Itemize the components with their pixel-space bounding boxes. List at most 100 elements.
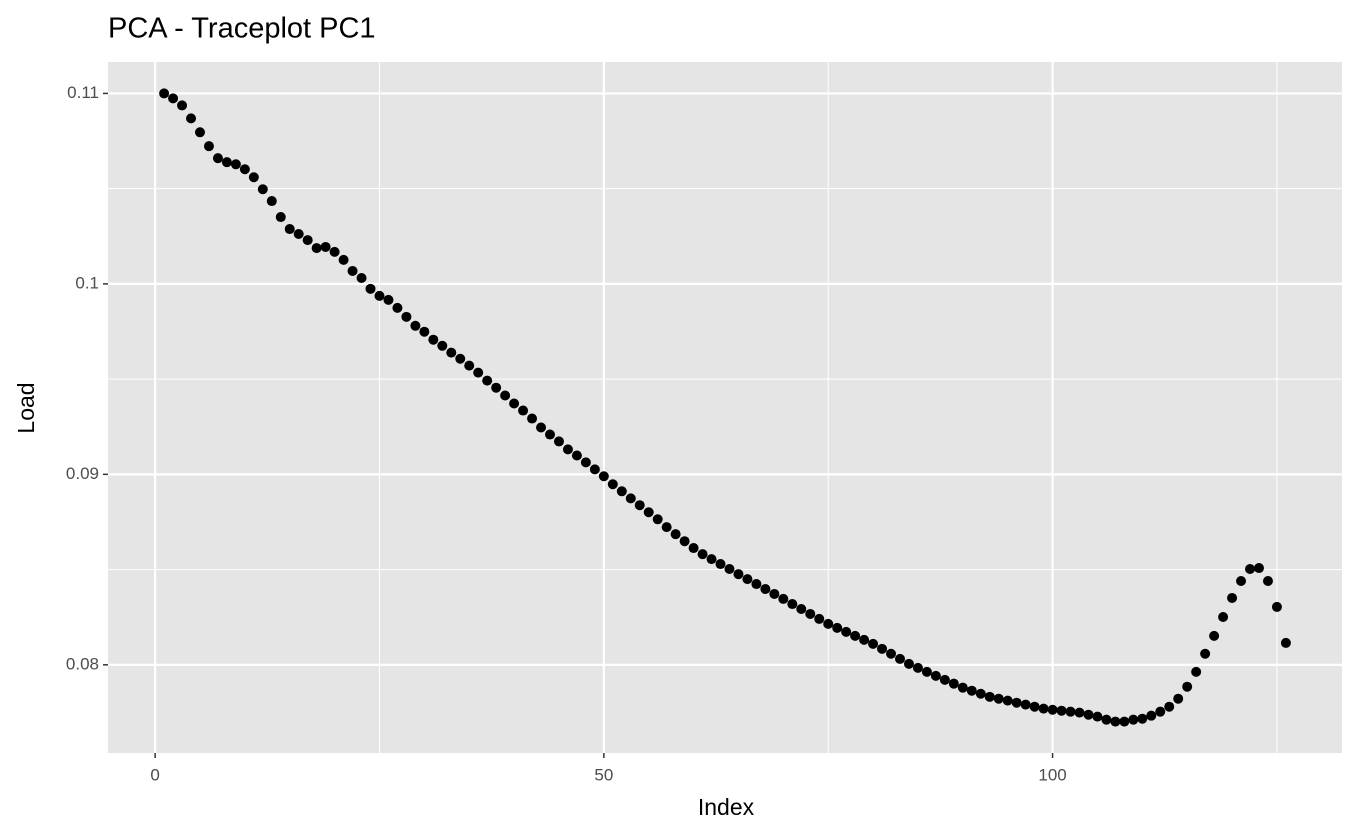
- data-point: [679, 536, 690, 547]
- data-point: [194, 127, 205, 138]
- data-point: [1146, 710, 1157, 721]
- data-point: [1227, 592, 1238, 603]
- data-point: [293, 228, 304, 239]
- data-point: [625, 493, 636, 504]
- data-point: [500, 390, 511, 401]
- data-point: [1209, 630, 1220, 641]
- data-point: [706, 554, 717, 565]
- data-point: [284, 224, 295, 235]
- data-point: [580, 457, 591, 468]
- data-point: [1173, 693, 1184, 704]
- data-point: [464, 360, 475, 371]
- data-point: [859, 634, 870, 645]
- y-tick-label: 0.08: [66, 654, 99, 673]
- x-tick-label: 50: [594, 765, 613, 784]
- data-point: [239, 164, 250, 175]
- x-tick-label: 100: [1038, 765, 1066, 784]
- data-point: [1083, 709, 1094, 720]
- data-point: [1218, 612, 1229, 623]
- data-point: [769, 588, 780, 599]
- data-point: [320, 241, 331, 252]
- data-point: [760, 584, 771, 595]
- data-point: [1056, 705, 1067, 716]
- data-point: [1011, 697, 1022, 708]
- data-point: [491, 382, 502, 393]
- data-point: [455, 353, 466, 364]
- data-point: [1119, 716, 1130, 727]
- data-point: [365, 283, 376, 294]
- data-point: [1236, 576, 1247, 587]
- data-point: [1101, 714, 1112, 725]
- data-point: [329, 246, 340, 257]
- data-point: [957, 682, 968, 693]
- data-point: [607, 479, 618, 490]
- data-point: [203, 141, 214, 152]
- data-point: [266, 196, 277, 207]
- data-point: [347, 265, 358, 276]
- data-point: [939, 674, 950, 685]
- data-point: [1074, 707, 1085, 718]
- data-point: [912, 662, 923, 673]
- data-point: [482, 375, 493, 386]
- data-point: [1029, 701, 1040, 712]
- data-point: [230, 159, 241, 170]
- data-point: [1262, 576, 1273, 587]
- plot-panel: [108, 62, 1342, 753]
- data-point: [598, 471, 609, 482]
- data-point: [841, 626, 852, 637]
- data-point: [1128, 714, 1139, 725]
- data-point: [697, 549, 708, 560]
- data-point: [751, 579, 762, 590]
- data-point: [1047, 704, 1058, 715]
- data-point: [993, 693, 1004, 704]
- data-point: [661, 522, 672, 533]
- data-point: [903, 658, 914, 669]
- data-point: [868, 638, 879, 649]
- chart-title: PCA - Traceplot PC1: [108, 13, 376, 45]
- y-tick-label: 0.09: [66, 464, 99, 483]
- data-point: [518, 405, 529, 416]
- data-point: [724, 564, 735, 575]
- data-point: [410, 320, 421, 331]
- data-point: [814, 613, 825, 624]
- data-point: [1271, 601, 1282, 612]
- data-point: [733, 569, 744, 580]
- data-point: [392, 302, 403, 313]
- data-point: [383, 294, 394, 305]
- data-point: [1092, 711, 1103, 722]
- data-point: [1164, 701, 1175, 712]
- data-point: [212, 153, 223, 164]
- data-point: [553, 436, 564, 447]
- data-point: [930, 670, 941, 681]
- data-point: [302, 235, 313, 246]
- data-point: [886, 648, 897, 659]
- y-tick-label: 0.1: [75, 273, 99, 292]
- x-axis-title: Index: [698, 794, 755, 820]
- data-point: [616, 486, 627, 497]
- data-point: [1002, 695, 1013, 706]
- data-point: [177, 100, 188, 111]
- data-point: [975, 688, 986, 699]
- data-point: [742, 574, 753, 585]
- data-point: [275, 212, 286, 223]
- data-point: [643, 507, 654, 518]
- data-point: [796, 604, 807, 615]
- data-point: [832, 622, 843, 633]
- data-point: [1253, 563, 1264, 574]
- data-point: [1020, 699, 1031, 710]
- data-point: [544, 429, 555, 440]
- data-point: [823, 618, 834, 629]
- y-axis-title: Load: [13, 382, 39, 433]
- data-point: [850, 630, 861, 641]
- data-point: [473, 367, 484, 378]
- data-point: [186, 113, 197, 124]
- data-point: [948, 678, 959, 689]
- data-point: [562, 444, 573, 455]
- data-point: [805, 608, 816, 619]
- data-point: [257, 184, 268, 195]
- data-point: [778, 593, 789, 604]
- data-point: [437, 340, 448, 351]
- y-tick-label: 0.11: [67, 83, 99, 102]
- data-point: [571, 450, 582, 461]
- data-point: [688, 543, 699, 554]
